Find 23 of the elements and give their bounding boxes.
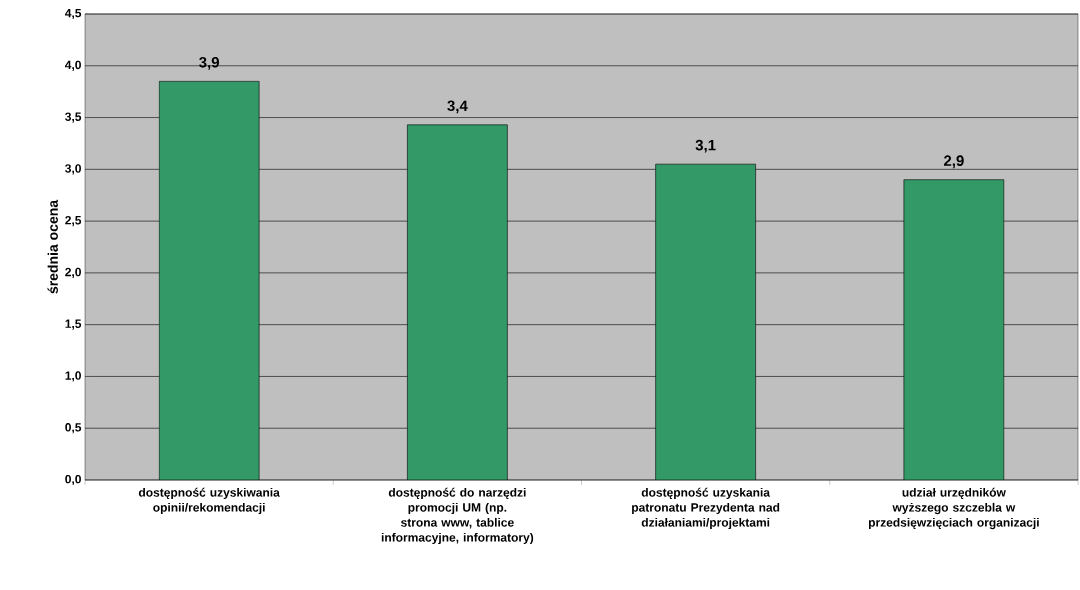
data-label: 3,9 xyxy=(199,56,219,70)
y-tick-label: 3,5 xyxy=(65,112,82,123)
y-tick-label: 4,0 xyxy=(64,60,81,71)
y-tick-label: 1,5 xyxy=(65,319,82,330)
data-label: 3,4 xyxy=(447,100,468,114)
bar xyxy=(903,179,1005,480)
bar xyxy=(655,163,756,480)
x-tick-label: udział urzędników wyższego szczebla w przedsięwzięciach organizacji xyxy=(868,487,1039,530)
y-tick-label: 3,0 xyxy=(65,164,81,175)
y-tick-label: 2,0 xyxy=(65,267,81,278)
data-label: 3,1 xyxy=(695,139,716,153)
y-tick-label: 2,5 xyxy=(65,216,82,227)
y-tick-label: 0,5 xyxy=(65,423,82,434)
y-tick-label: 0,0 xyxy=(65,474,81,486)
y-tick-label: 4,5 xyxy=(64,8,82,20)
data-label: 2,9 xyxy=(943,155,964,169)
y-tick-label: 1,0 xyxy=(65,371,81,382)
x-tick-label: dostępność uzyskiwania opinii/rekomendacji xyxy=(138,487,280,515)
bar xyxy=(407,124,508,480)
bar xyxy=(158,81,260,480)
x-tick-label: dostępność uzyskania patronatu Prezydenta nad działaniami/projektami xyxy=(632,487,780,530)
y-axis-title: średnia ocena xyxy=(47,199,58,294)
x-tick-label: dostępność do narzędzi promocji UM (np. strona www, tablice informacyjne, informatory) xyxy=(381,487,534,545)
